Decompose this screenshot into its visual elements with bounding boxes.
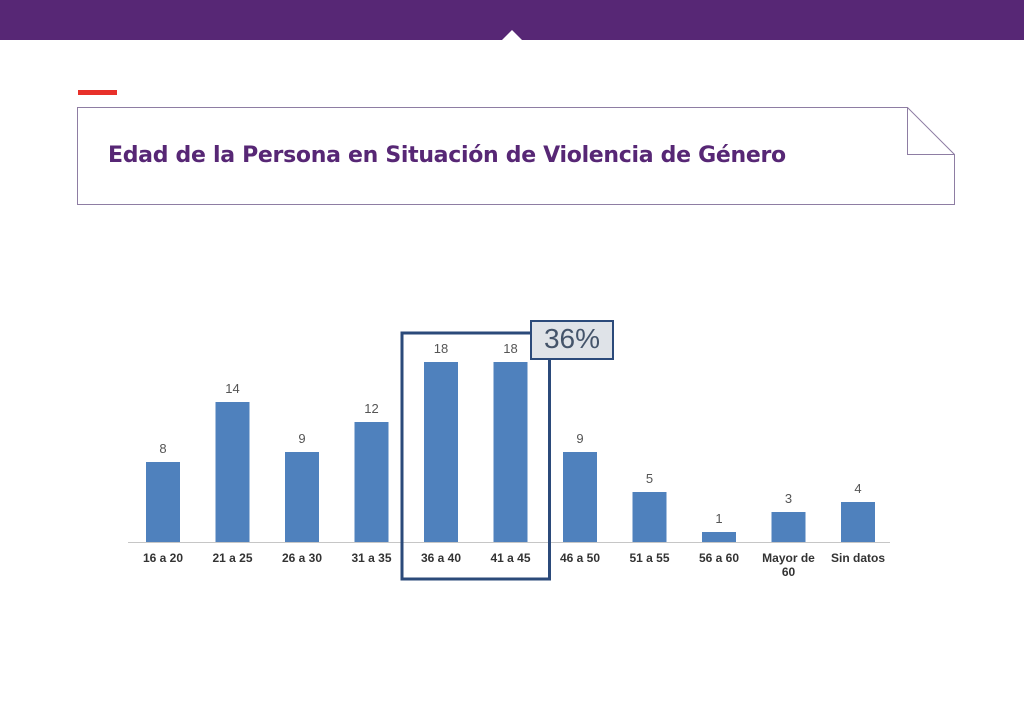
bar <box>424 362 458 542</box>
x-tick-label: 21 a 25 <box>212 551 252 565</box>
data-label: 5 <box>646 471 653 486</box>
bar <box>493 362 528 542</box>
x-tick-label: 31 a 35 <box>351 551 391 565</box>
bar <box>563 452 597 542</box>
title-card: Edad de la Persona en Situación de Viole… <box>77 107 955 205</box>
highlight-percentage: 36% <box>544 323 600 354</box>
header-notch <box>502 30 522 40</box>
x-tick-label: 26 a 30 <box>282 551 322 565</box>
data-label: 14 <box>225 381 239 396</box>
x-tick-label: 51 a 55 <box>629 551 669 565</box>
x-tick-label: Sin datos <box>831 551 885 565</box>
data-label: 9 <box>576 431 583 446</box>
data-label: 4 <box>854 481 861 496</box>
bar <box>632 492 667 542</box>
highlight-box <box>400 331 551 581</box>
data-label: 18 <box>434 341 448 356</box>
title-card-frame <box>77 107 955 205</box>
data-label: 1 <box>715 511 722 526</box>
bar <box>354 422 389 542</box>
page-title: Edad de la Persona en Situación de Viole… <box>108 143 786 168</box>
data-label: 8 <box>159 441 166 456</box>
data-label: 18 <box>503 341 517 356</box>
highlight-callout <box>530 320 614 360</box>
data-label: 3 <box>785 491 792 506</box>
data-label: 9 <box>298 431 305 446</box>
bar <box>771 512 806 542</box>
bar <box>285 452 319 542</box>
x-tick-label: 16 a 20 <box>143 551 183 565</box>
x-tick-label: 41 a 45 <box>490 551 530 565</box>
x-tick-label: 36 a 40 <box>421 551 461 565</box>
accent-dash <box>78 90 117 95</box>
bar <box>215 402 250 542</box>
bar <box>702 532 736 542</box>
bar <box>146 462 180 542</box>
x-tick-label: Mayor de 60 <box>762 551 815 579</box>
x-tick-label: 56 a 60 <box>699 551 739 565</box>
x-tick-label: 46 a 50 <box>560 551 600 565</box>
data-label: 12 <box>364 401 378 416</box>
bar <box>841 502 875 542</box>
